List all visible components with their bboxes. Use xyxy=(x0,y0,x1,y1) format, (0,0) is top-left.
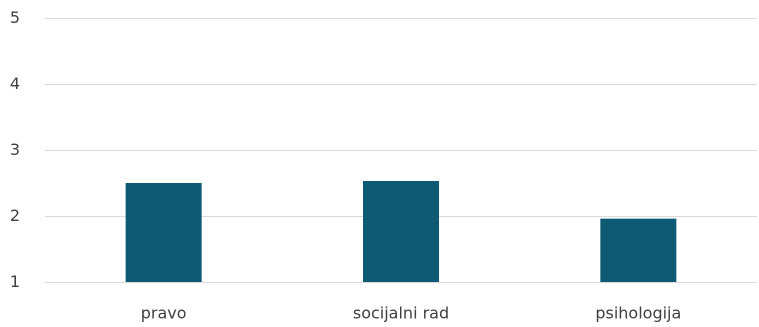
x-category-label: psihologija xyxy=(595,304,681,323)
x-category-label: pravo xyxy=(141,304,187,323)
bar-psihologija xyxy=(600,218,677,282)
x-axis: pravo socijalni rad psihologija xyxy=(141,304,682,323)
y-tick-label: 2 xyxy=(10,206,20,225)
bar-socijalni-rad xyxy=(363,181,439,282)
x-category-label: socijalni rad xyxy=(353,304,449,323)
y-tick-label: 1 xyxy=(10,272,20,291)
y-tick-label: 5 xyxy=(10,8,20,27)
bars xyxy=(125,181,677,282)
y-axis: 1 2 3 4 5 xyxy=(10,8,20,291)
y-tick-label: 4 xyxy=(10,74,20,93)
bar-pravo xyxy=(125,183,202,282)
y-tick-label: 3 xyxy=(10,140,20,159)
